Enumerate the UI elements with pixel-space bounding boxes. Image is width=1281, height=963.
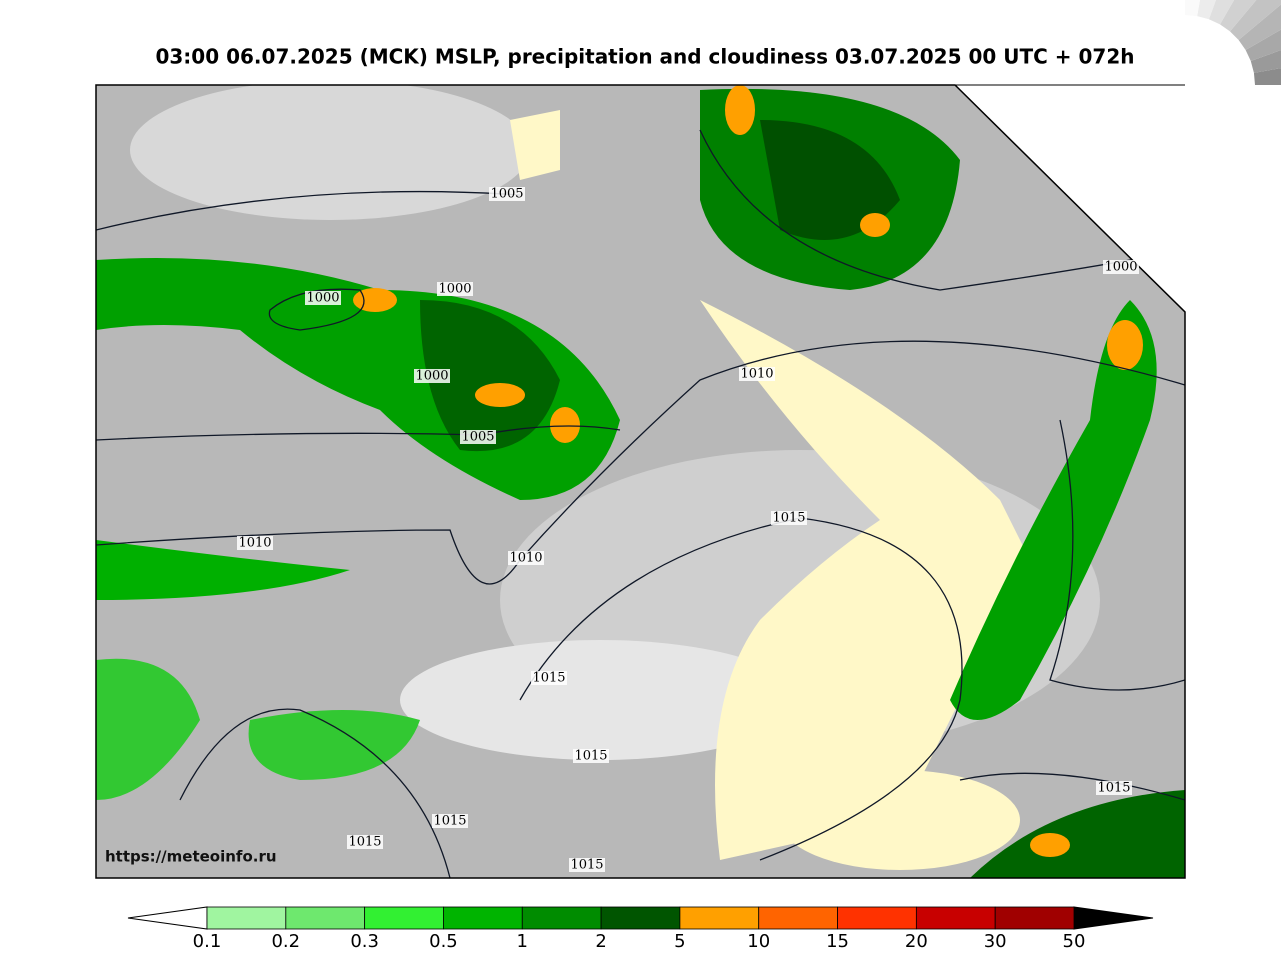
source-url: https://meteoinfo.ru (105, 848, 277, 866)
colorbar-label: 0.5 (429, 931, 458, 952)
cloudiness-swatch (1238, 4, 1281, 50)
colorbar-segment (758, 906, 838, 930)
cloudiness-swatch (1245, 29, 1281, 62)
isobar-label: 1015 (1097, 781, 1130, 796)
colorbar-segment (285, 906, 366, 930)
colorbar: 0.1 0.2 0.3 0.5 1 2 5 10 15 20 30 50 (127, 906, 1154, 952)
isobar-label-bg (414, 369, 450, 383)
colorbar-label: 2 (595, 931, 606, 952)
colorbar-label: 30 (984, 931, 1007, 952)
cloudiness-wedge: 1009080706050403020 (1185, 0, 1281, 85)
colorbar-segment (206, 906, 287, 930)
isobar-label-bg (305, 291, 341, 305)
colorbar-label: 50 (1063, 931, 1086, 952)
isobar-label: 1005 (490, 187, 523, 202)
isobar-label: 1000 (1104, 260, 1137, 275)
colorbar-segment (837, 906, 917, 930)
cloudiness-swatch (1253, 68, 1281, 85)
isobar-label-bg (347, 835, 383, 849)
isobar-label: 1010 (509, 551, 542, 566)
colorbar-label: 5 (674, 931, 685, 952)
isobar-label-bg (508, 551, 544, 565)
isobar-label-bg (739, 367, 775, 381)
cloudiness-swatch (1185, 0, 1200, 17)
isobar-label-bg (460, 430, 496, 444)
isobar-label-bg (569, 858, 605, 872)
isobar-label-bg (1096, 781, 1132, 795)
isobar-label-bg (432, 814, 468, 828)
colorbar-label: 0.1 (193, 931, 222, 952)
colorbar-segment (443, 906, 523, 930)
isobar-label: 1000 (438, 282, 471, 297)
cloudiness-swatch (1250, 50, 1281, 73)
isobar-label-bg (573, 749, 609, 763)
colorbar-label: 0.3 (350, 931, 379, 952)
isobar-label-bg (489, 187, 525, 201)
isobar-label-bg (531, 671, 567, 685)
isobar-label: 1015 (772, 511, 805, 526)
isobar-label: 1015 (570, 858, 603, 873)
isobar-label: 1010 (238, 536, 271, 551)
isobar-label: 1015 (433, 814, 466, 829)
isobar-label: 1015 (532, 671, 565, 686)
isobar-label: 1005 (461, 430, 494, 445)
map-field (96, 85, 1185, 878)
isobar-label-bg (437, 282, 473, 296)
colorbar-segment (679, 906, 760, 930)
colorbar-segment (915, 906, 996, 930)
cloudiness-swatch (1220, 0, 1257, 32)
colorbar-label: 1 (517, 931, 528, 952)
isobar-label: 1000 (415, 369, 448, 384)
colorbar-label: 15 (826, 931, 849, 952)
cloudiness-swatch (1208, 0, 1235, 25)
cloudiness-swatch (1197, 0, 1216, 20)
map-frame (95, 84, 1186, 879)
colorbar-segment (364, 906, 444, 930)
isobar-label: 1000 (306, 291, 339, 306)
title: 03:00 06.07.2025 (MCK) MSLP, precipitati… (155, 45, 1134, 69)
colorbar-segment (600, 906, 681, 930)
colorbar-segment (994, 906, 1075, 930)
isobar-label: 1010 (740, 367, 773, 382)
colorbar-label: 0.2 (271, 931, 300, 952)
cloudiness-swatch (1229, 0, 1281, 41)
isobar-label-bg (237, 536, 273, 550)
colorbar-label: 10 (747, 931, 770, 952)
colorbar-segment (521, 906, 602, 930)
isobar-label: 1015 (348, 835, 381, 850)
colorbar-label: 20 (905, 931, 928, 952)
isobar-label-bg (1103, 260, 1139, 274)
isobar-label: 1015 (574, 749, 607, 764)
isobar-label-bg (771, 511, 807, 525)
